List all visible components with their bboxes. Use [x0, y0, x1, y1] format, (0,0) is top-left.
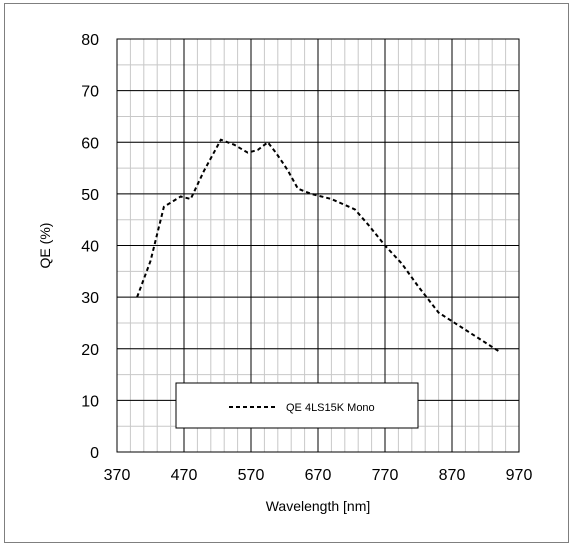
y-axis-tick-labels: 0 10 20 30 40 50 60 70 80	[81, 32, 99, 462]
x-tick-label: 370	[104, 467, 131, 484]
y-tick-label: 30	[81, 290, 99, 307]
y-tick-label: 50	[81, 187, 99, 204]
plot-area-border	[116, 38, 520, 453]
legend-label: QE 4LS15K Mono	[286, 402, 375, 414]
y-axis-title: QE (%)	[37, 223, 53, 269]
y-tick-label: 10	[81, 393, 99, 410]
x-tick-label: 770	[372, 467, 399, 484]
x-axis-title: Wavelength [nm]	[266, 498, 371, 514]
y-tick-label: 80	[81, 32, 99, 49]
x-tick-label: 870	[439, 467, 466, 484]
y-tick-label: 60	[81, 135, 99, 152]
legend: QE 4LS15K Mono	[175, 382, 419, 429]
y-tick-label: 0	[90, 445, 99, 462]
x-tick-label: 570	[238, 467, 265, 484]
x-tick-label: 470	[171, 467, 198, 484]
x-tick-label: 970	[506, 467, 533, 484]
y-tick-label: 20	[81, 342, 99, 359]
y-tick-label: 40	[81, 239, 99, 256]
chart-frame: 0 10 20 30 40 50 60 70 80 370 470 570 670 770 870 970 …	[4, 3, 569, 543]
x-tick-label: 670	[305, 467, 332, 484]
x-axis-tick-labels: 370 470 570 670 770 870 970	[104, 467, 533, 484]
y-tick-label: 70	[81, 84, 99, 101]
legend-box	[175, 382, 419, 429]
series-line-qe-4ls15k-mono	[136, 138, 500, 353]
